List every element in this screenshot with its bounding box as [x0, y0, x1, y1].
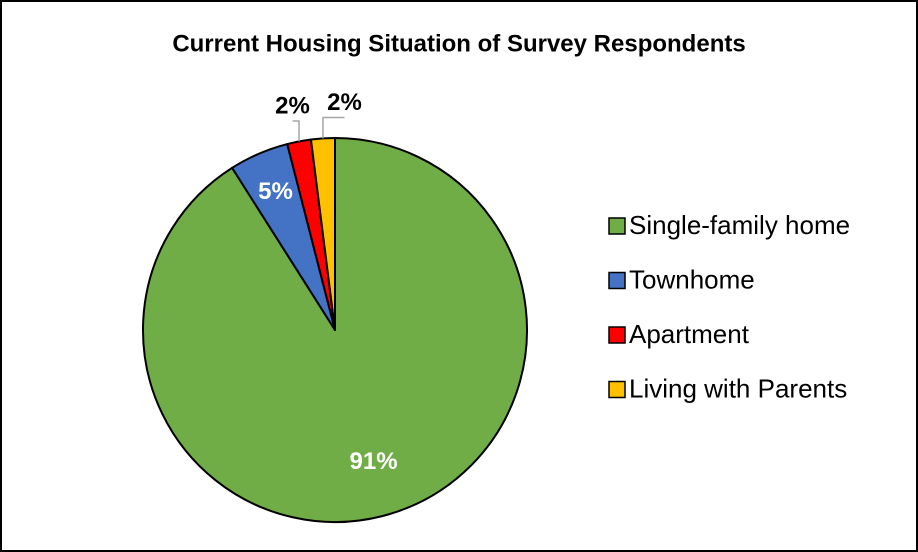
chart-title: Current Housing Situation of Survey Resp… [172, 30, 745, 57]
leader-line [322, 116, 345, 139]
legend-label: Living with Parents [629, 373, 847, 403]
data-label: 91% [350, 448, 398, 475]
legend-swatch [608, 271, 626, 290]
legend-label: Apartment [629, 319, 750, 349]
legend-swatch [608, 217, 626, 235]
data-label: 2% [327, 89, 362, 116]
legend-swatch [608, 380, 626, 399]
leader-line [292, 120, 300, 142]
legend-label: Single-family home [629, 210, 850, 240]
data-label: 2% [275, 92, 310, 119]
data-label: 5% [258, 178, 293, 205]
legend-swatch [608, 326, 626, 344]
legend-label: Townhome [629, 264, 755, 294]
